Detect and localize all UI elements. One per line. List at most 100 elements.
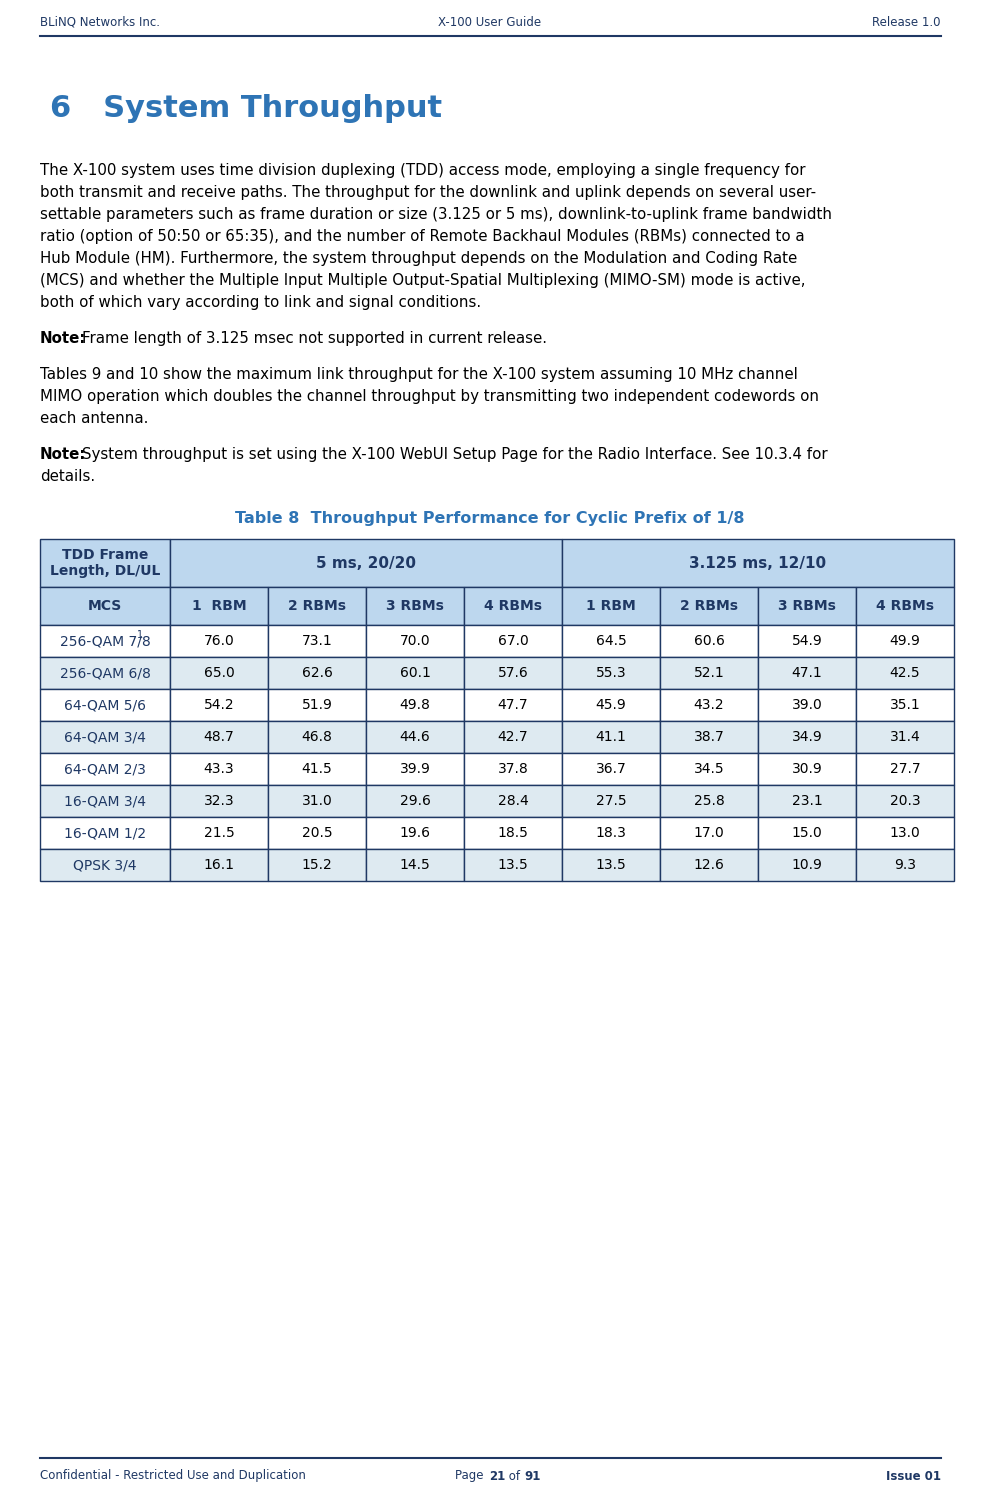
Text: MIMO operation which doubles the channel throughput by transmitting two independ: MIMO operation which doubles the channel… [40, 389, 819, 404]
Text: 76.0: 76.0 [204, 634, 234, 648]
Bar [366, 785, 464, 817]
Text: 21.5: 21.5 [204, 826, 234, 839]
Text: 32.3: 32.3 [204, 794, 234, 808]
Text: 54.9: 54.9 [792, 634, 822, 648]
Bar [366, 657, 464, 690]
Bar [856, 657, 954, 690]
Bar [464, 752, 562, 785]
Text: 45.9: 45.9 [595, 699, 627, 712]
Bar [562, 721, 660, 752]
Bar [366, 625, 464, 657]
Text: 36.7: 36.7 [595, 761, 627, 776]
Text: Issue 01: Issue 01 [886, 1469, 941, 1483]
Bar [562, 785, 660, 817]
Text: 52.1: 52.1 [694, 666, 724, 681]
Text: 41.1: 41.1 [595, 730, 627, 744]
Bar [40, 539, 170, 586]
Bar [464, 657, 562, 690]
Bar [562, 586, 660, 625]
Text: 15.0: 15.0 [792, 826, 822, 839]
Text: settable parameters such as frame duration or size (3.125 or 5 ms), downlink-to-: settable parameters such as frame durati… [40, 206, 832, 221]
Bar [366, 721, 464, 752]
Text: 2 RBMs: 2 RBMs [288, 598, 346, 613]
Text: BLiNQ Networks Inc.: BLiNQ Networks Inc. [40, 15, 160, 28]
Bar [758, 785, 856, 817]
Text: 13.0: 13.0 [890, 826, 920, 839]
Text: Table 8  Throughput Performance for Cyclic Prefix of 1/8: Table 8 Throughput Performance for Cycli… [235, 512, 745, 527]
Text: 51.9: 51.9 [301, 699, 333, 712]
Text: 20.5: 20.5 [302, 826, 333, 839]
Bar [268, 785, 366, 817]
Bar [856, 625, 954, 657]
Text: X-100 User Guide: X-100 User Guide [439, 15, 542, 28]
Text: 27.7: 27.7 [890, 761, 920, 776]
Bar [562, 657, 660, 690]
Bar [268, 721, 366, 752]
Bar [268, 690, 366, 721]
Text: 12.6: 12.6 [694, 859, 724, 872]
Text: 1: 1 [137, 630, 143, 640]
Text: 4 RBMs: 4 RBMs [876, 598, 934, 613]
Text: 30.9: 30.9 [792, 761, 822, 776]
Text: 15.2: 15.2 [301, 859, 333, 872]
Text: 18.3: 18.3 [595, 826, 627, 839]
Text: 2 RBMs: 2 RBMs [680, 598, 738, 613]
Bar [562, 817, 660, 850]
Text: 6   System Throughput: 6 System Throughput [50, 94, 442, 123]
Text: 17.0: 17.0 [694, 826, 724, 839]
Bar [40, 657, 170, 690]
Bar [170, 817, 268, 850]
Text: 39.9: 39.9 [399, 761, 431, 776]
Bar [660, 586, 758, 625]
Text: Note:: Note: [40, 447, 86, 462]
Bar [268, 850, 366, 881]
Bar [40, 785, 170, 817]
Text: The X-100 system uses time division duplexing (TDD) access mode, employing a sin: The X-100 system uses time division dupl… [40, 163, 805, 178]
Bar [464, 785, 562, 817]
Text: 60.6: 60.6 [694, 634, 724, 648]
Bar [170, 752, 268, 785]
Bar [562, 625, 660, 657]
Text: 16-QAM 1/2: 16-QAM 1/2 [64, 826, 146, 839]
Text: MCS: MCS [88, 598, 122, 613]
Bar [268, 625, 366, 657]
Bar [170, 850, 268, 881]
Text: 91: 91 [524, 1469, 541, 1483]
Bar [464, 817, 562, 850]
Text: Confidential - Restricted Use and Duplication: Confidential - Restricted Use and Duplic… [40, 1469, 306, 1483]
Bar [856, 721, 954, 752]
Text: 3.125 ms, 12/10: 3.125 ms, 12/10 [690, 555, 827, 570]
Text: 13.5: 13.5 [595, 859, 627, 872]
Bar [40, 586, 170, 625]
Bar [268, 657, 366, 690]
Text: 49.9: 49.9 [890, 634, 920, 648]
Text: 46.8: 46.8 [301, 730, 333, 744]
Bar [170, 625, 268, 657]
Text: 3 RBMs: 3 RBMs [387, 598, 444, 613]
Bar [562, 539, 954, 586]
Bar [268, 817, 366, 850]
Text: 18.5: 18.5 [497, 826, 529, 839]
Text: Hub Module (HM). Furthermore, the system throughput depends on the Modulation an: Hub Module (HM). Furthermore, the system… [40, 251, 798, 266]
Text: 10.9: 10.9 [792, 859, 822, 872]
Text: 62.6: 62.6 [301, 666, 333, 681]
Bar [170, 721, 268, 752]
Text: System throughput is set using the X-100 WebUI Setup Page for the Radio Interfac: System throughput is set using the X-100… [82, 447, 828, 462]
Text: 55.3: 55.3 [595, 666, 626, 681]
Text: 29.6: 29.6 [399, 794, 431, 808]
Bar [464, 625, 562, 657]
Text: 21: 21 [489, 1469, 505, 1483]
Bar [660, 817, 758, 850]
Text: 49.8: 49.8 [399, 699, 431, 712]
Text: 20.3: 20.3 [890, 794, 920, 808]
Bar [856, 752, 954, 785]
Bar [758, 752, 856, 785]
Bar [170, 539, 562, 586]
Text: 1 RBM: 1 RBM [586, 598, 636, 613]
Text: 60.1: 60.1 [399, 666, 431, 681]
Bar [170, 690, 268, 721]
Bar [758, 721, 856, 752]
Bar [464, 586, 562, 625]
Bar [366, 752, 464, 785]
Text: 43.3: 43.3 [204, 761, 234, 776]
